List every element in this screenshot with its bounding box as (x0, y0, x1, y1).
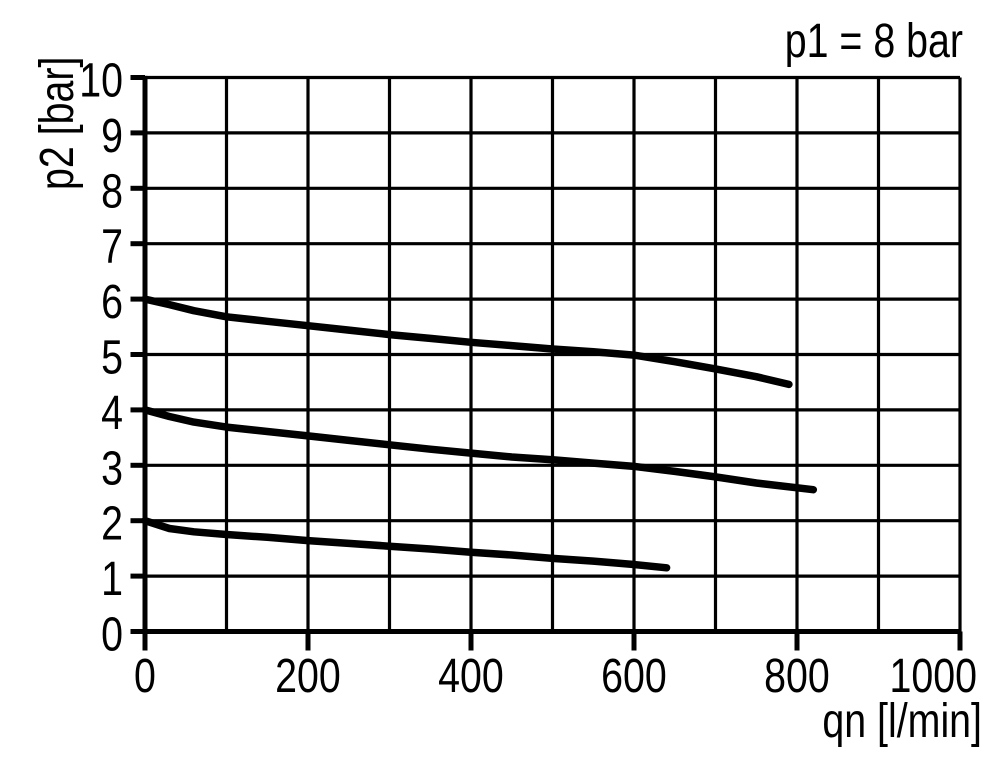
y-tick-label: 3 (101, 442, 123, 496)
curve-setpoint-6-bar (141, 295, 793, 389)
axis-lines (130, 75, 960, 651)
y-tick-label: 2 (101, 497, 123, 551)
x-tick-label: 1000 (889, 649, 977, 703)
y-tick-label: 7 (101, 220, 123, 274)
curve-setpoint-4-bar (141, 406, 818, 494)
x-tick-label: 200 (275, 649, 341, 703)
grid-lines (143, 75, 962, 634)
y-tick-label: 1 (101, 552, 123, 606)
y-tick-label: 5 (101, 331, 123, 385)
y-tick-label: 4 (101, 386, 123, 440)
y-tick-label: 10 (79, 54, 123, 108)
y-tick-label: 6 (101, 275, 123, 329)
x-axis-label: qn [l/min] (822, 694, 982, 748)
chart-title: p1 = 8 bar (785, 14, 963, 68)
curve-setpoint-2-bar (141, 516, 671, 572)
x-tick-label: 0 (134, 649, 156, 703)
axis-ticks (130, 75, 963, 651)
x-tick-label: 600 (601, 649, 667, 703)
x-tick-label: 400 (438, 649, 504, 703)
x-tick-label: 800 (764, 649, 830, 703)
curves (141, 295, 818, 572)
y-tick-label: 8 (101, 165, 123, 219)
y-axis-label: p2 [bar] (30, 57, 84, 190)
y-tick-label: 9 (101, 109, 123, 163)
y-tick-label: 0 (101, 608, 123, 662)
